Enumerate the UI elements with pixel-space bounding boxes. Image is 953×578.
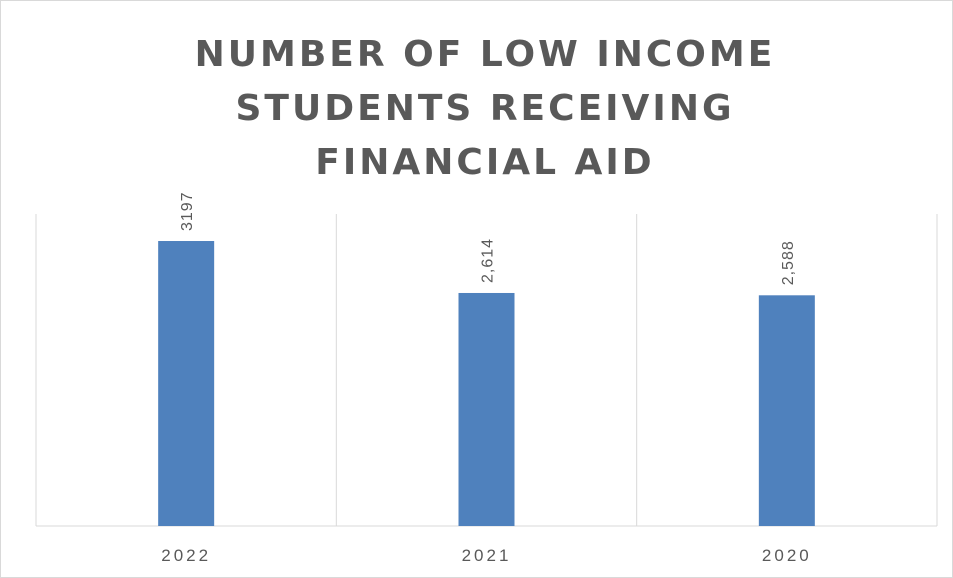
chart-title: NUMBER OF LOW INCOME STUDENTS RECEIVING …	[194, 34, 776, 183]
x-tick-2022: 2022	[161, 546, 211, 565]
bar-2022	[158, 241, 215, 526]
data-label-2021: 2,614	[480, 238, 497, 283]
bar-2020	[758, 295, 815, 526]
x-tick-labels: 2022 2021 2020	[161, 546, 812, 565]
data-label-2022: 3197	[179, 191, 196, 231]
bars	[158, 241, 815, 526]
x-tick-2020: 2020	[762, 546, 812, 565]
data-labels: 3197 2,614 2,588	[179, 191, 797, 285]
data-label-2020: 2,588	[780, 240, 797, 285]
x-tick-2021: 2021	[462, 546, 512, 565]
bar-2021	[458, 292, 515, 526]
